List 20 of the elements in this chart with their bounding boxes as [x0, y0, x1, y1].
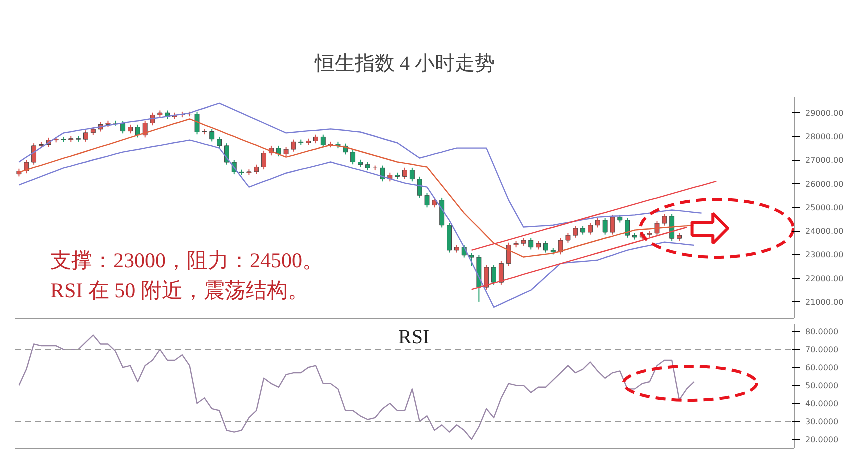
y-tick-label: 40.0000: [806, 400, 839, 409]
y-tick-label: 23000.00: [806, 250, 844, 260]
y-tick-label: 24000.00: [806, 227, 844, 236]
y-tick-label: 30.0000: [806, 418, 839, 427]
y-tick-label: 80.0000: [806, 328, 839, 337]
chart-title: RSI: [398, 326, 430, 348]
y-tick-label: 21000.00: [806, 298, 844, 307]
chart-title: 恒生指数 4 小时走势: [314, 53, 495, 75]
y-tick-label: 29000.00: [806, 108, 844, 118]
y-tick-label: 27000.00: [806, 156, 844, 166]
annotation: 支撑：23000，阻力：24500。: [50, 248, 324, 272]
y-tick-label: 25000.00: [806, 203, 844, 212]
y-tick-label: 70.0000: [806, 346, 839, 355]
y-tick-label: 20.0000: [806, 436, 839, 445]
y-tick-label: 50.0000: [806, 382, 839, 391]
y-tick-label: 28000.00: [806, 132, 844, 142]
y-tick-label: 60.0000: [806, 364, 839, 373]
y-tick-label: 26000.00: [806, 180, 844, 189]
y-tick-label: 22000.00: [806, 274, 844, 284]
annotation: RSI 在 50 附近，震荡结构。: [50, 278, 309, 302]
